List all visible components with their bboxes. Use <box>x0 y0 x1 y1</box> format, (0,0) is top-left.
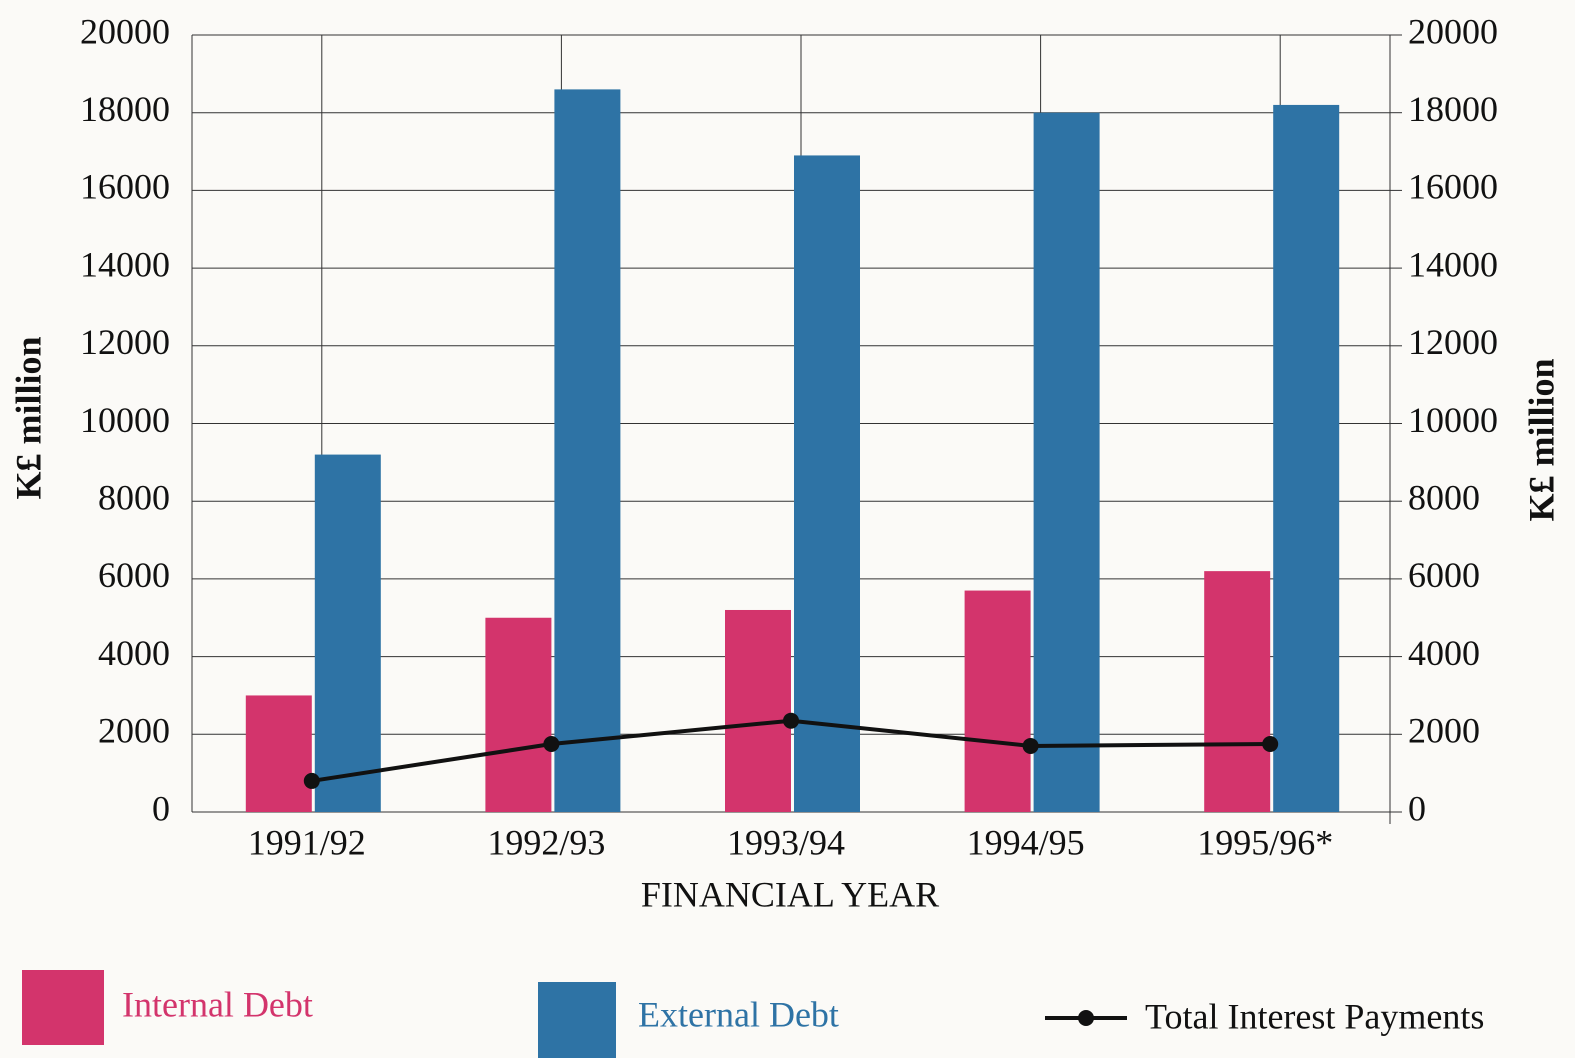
y2-tick-label: 10000 <box>1408 400 1498 440</box>
bar <box>245 695 312 812</box>
y-axis-label: K£ million <box>8 336 48 499</box>
y2-tick-label: 12000 <box>1408 322 1498 362</box>
y-tick-label: 0 <box>152 788 170 828</box>
bar <box>314 454 381 812</box>
x-tick-label: 1995/96* <box>1197 822 1333 862</box>
line-point <box>1262 736 1279 753</box>
y2-tick-label: 2000 <box>1408 711 1480 751</box>
bar <box>485 617 552 812</box>
legend-point <box>1078 1010 1094 1026</box>
legend-swatch <box>538 982 616 1058</box>
y2-tick-label: 0 <box>1408 788 1426 828</box>
y-tick-label: 12000 <box>80 322 170 362</box>
y2-tick-label: 6000 <box>1408 555 1480 595</box>
y-tick-label: 18000 <box>80 89 170 129</box>
y-tick-label: 10000 <box>80 400 170 440</box>
y-tick-label: 2000 <box>98 711 170 751</box>
y-tick-label: 8000 <box>98 477 170 517</box>
x-tick-label: 1992/93 <box>487 822 605 862</box>
bar <box>1204 571 1271 812</box>
line-point <box>783 712 799 729</box>
y2-tick-label: 4000 <box>1408 633 1480 673</box>
bar <box>964 590 1031 812</box>
y-tick-label: 6000 <box>98 555 170 595</box>
bar <box>1273 104 1340 813</box>
y-tick-label: 16000 <box>80 167 170 207</box>
y2-tick-label: 14000 <box>1408 244 1498 284</box>
y2-tick-label: 16000 <box>1408 167 1498 207</box>
bar <box>1033 112 1100 812</box>
line-point <box>303 772 320 789</box>
legend-label: External Debt <box>638 994 839 1034</box>
y2-axis-label: K£ million <box>1521 358 1561 521</box>
x-axis-label: FINANCIAL YEAR <box>641 874 939 914</box>
y-tick-label: 14000 <box>80 244 170 284</box>
x-tick-label: 1994/95 <box>967 822 1085 862</box>
legend-swatch <box>22 970 104 1045</box>
x-tick-label: 1993/94 <box>727 822 845 862</box>
bar <box>554 89 621 812</box>
line-point <box>1022 737 1039 754</box>
bar <box>725 609 791 812</box>
line-point <box>543 736 560 753</box>
legend-label: Total Interest Payments <box>1145 996 1484 1036</box>
y-tick-label: 20000 <box>80 11 170 51</box>
y-tick-label: 4000 <box>98 633 170 673</box>
y2-tick-label: 20000 <box>1408 11 1498 51</box>
y2-tick-label: 18000 <box>1408 89 1498 129</box>
x-tick-label: 1991/92 <box>248 822 366 862</box>
y2-tick-label: 8000 <box>1408 477 1480 517</box>
bar <box>794 155 860 812</box>
legend-label: Internal Debt <box>122 984 313 1024</box>
